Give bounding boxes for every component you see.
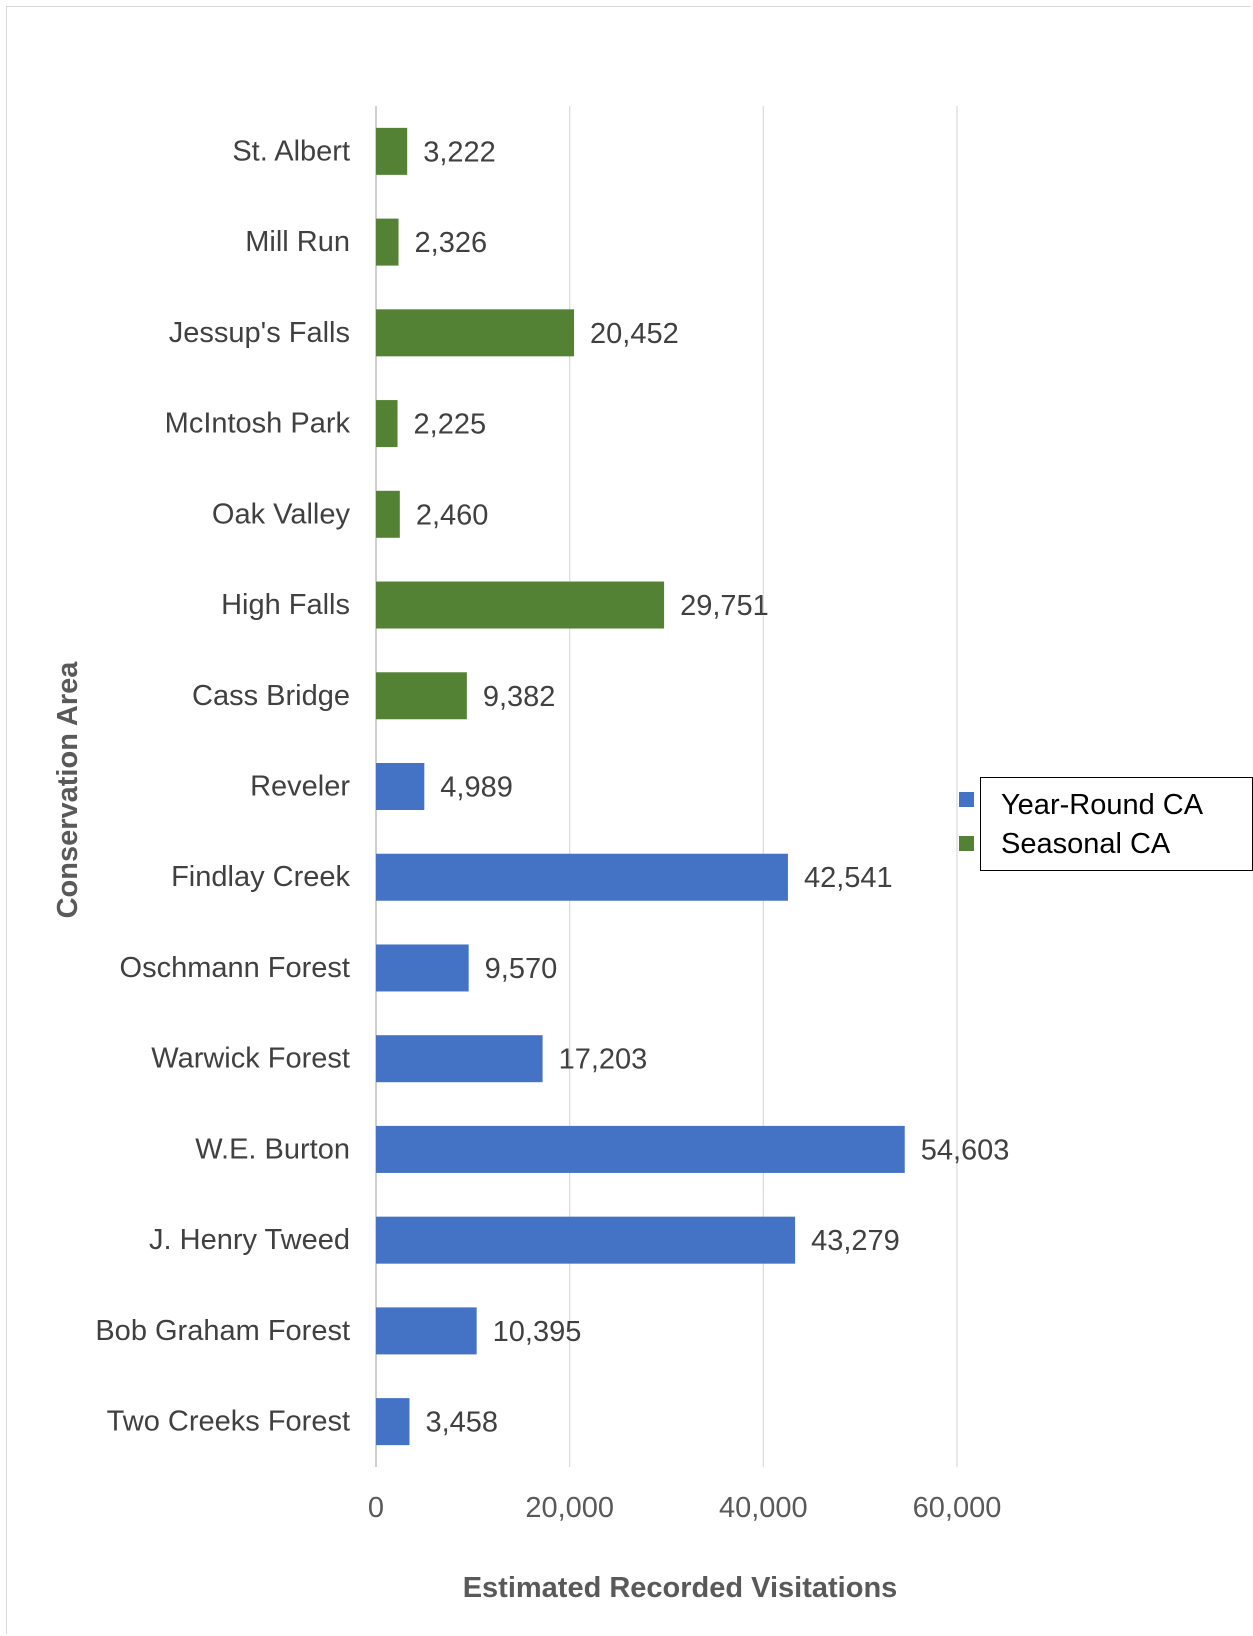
bar [376, 763, 425, 810]
data-label: 9,382 [483, 681, 556, 713]
bars [376, 127, 905, 1446]
data-label: 10,395 [493, 1316, 582, 1348]
data-label: 29,751 [680, 590, 769, 622]
category-label: McIntosh Park [165, 408, 351, 440]
bar [376, 1216, 796, 1264]
data-label: 4,989 [440, 772, 513, 804]
bar [376, 490, 400, 538]
category-label: J. Henry Tweed [149, 1224, 350, 1256]
category-label: Reveler [250, 771, 350, 803]
y-axis-title: Conservation Area [52, 661, 84, 919]
bar [376, 1398, 410, 1446]
category-label: Findlay Creek [171, 861, 350, 893]
data-label: 2,326 [415, 227, 488, 259]
category-label: Mill Run [245, 226, 350, 258]
chart-frame [6, 6, 1251, 1634]
bar [376, 1125, 905, 1173]
category-label: Bob Graham Forest [95, 1315, 350, 1347]
bar [376, 1035, 543, 1083]
bar [376, 672, 467, 720]
category-label: High Falls [221, 589, 350, 621]
data-label: 54,603 [921, 1134, 1010, 1166]
x-tick-label: 60,000 [913, 1492, 1002, 1524]
legend-label-seasonal: Seasonal CA [1001, 828, 1171, 860]
x-axis-title: Estimated Recorded Visitations [463, 1572, 898, 1604]
data-label: 2,460 [416, 499, 489, 531]
category-label: Warwick Forest [151, 1043, 350, 1075]
bar [376, 581, 665, 629]
category-label: W.E. Burton [195, 1133, 350, 1165]
category-label: St. Albert [232, 135, 350, 167]
bar [376, 218, 399, 266]
data-label: 2,225 [414, 409, 487, 441]
bar [376, 1307, 477, 1355]
data-label: 3,458 [425, 1407, 498, 1439]
category-label: Cass Bridge [192, 680, 350, 712]
x-tick-label: 0 [368, 1492, 384, 1524]
category-label: Two Creeks Forest [107, 1406, 350, 1438]
bar [376, 853, 788, 901]
legend: Year-Round CA Seasonal CA [980, 777, 1253, 871]
labels: 0 20,000 40,000 60,000 St. Albert 3,222 Mill R… [95, 135, 1009, 1524]
bar [376, 127, 408, 175]
data-label: 17,203 [559, 1044, 648, 1076]
category-label: Oak Valley [212, 498, 351, 530]
legend-label-year-round: Year-Round CA [1001, 789, 1204, 821]
data-label: 43,279 [811, 1225, 900, 1257]
bar [376, 309, 575, 357]
bar [376, 400, 398, 448]
x-tick-label: 20,000 [525, 1492, 614, 1524]
x-tick-label: 40,000 [719, 1492, 808, 1524]
data-label: 3,222 [423, 136, 496, 168]
category-label: Jessup's Falls [169, 317, 350, 349]
legend-swatch-seasonal [959, 836, 974, 851]
category-label: Oschmann Forest [120, 952, 350, 984]
data-label: 9,570 [485, 953, 558, 985]
bar [376, 944, 469, 992]
data-label: 42,541 [804, 862, 893, 894]
data-label: 20,452 [590, 318, 679, 350]
legend-swatch-year-round [959, 792, 974, 807]
